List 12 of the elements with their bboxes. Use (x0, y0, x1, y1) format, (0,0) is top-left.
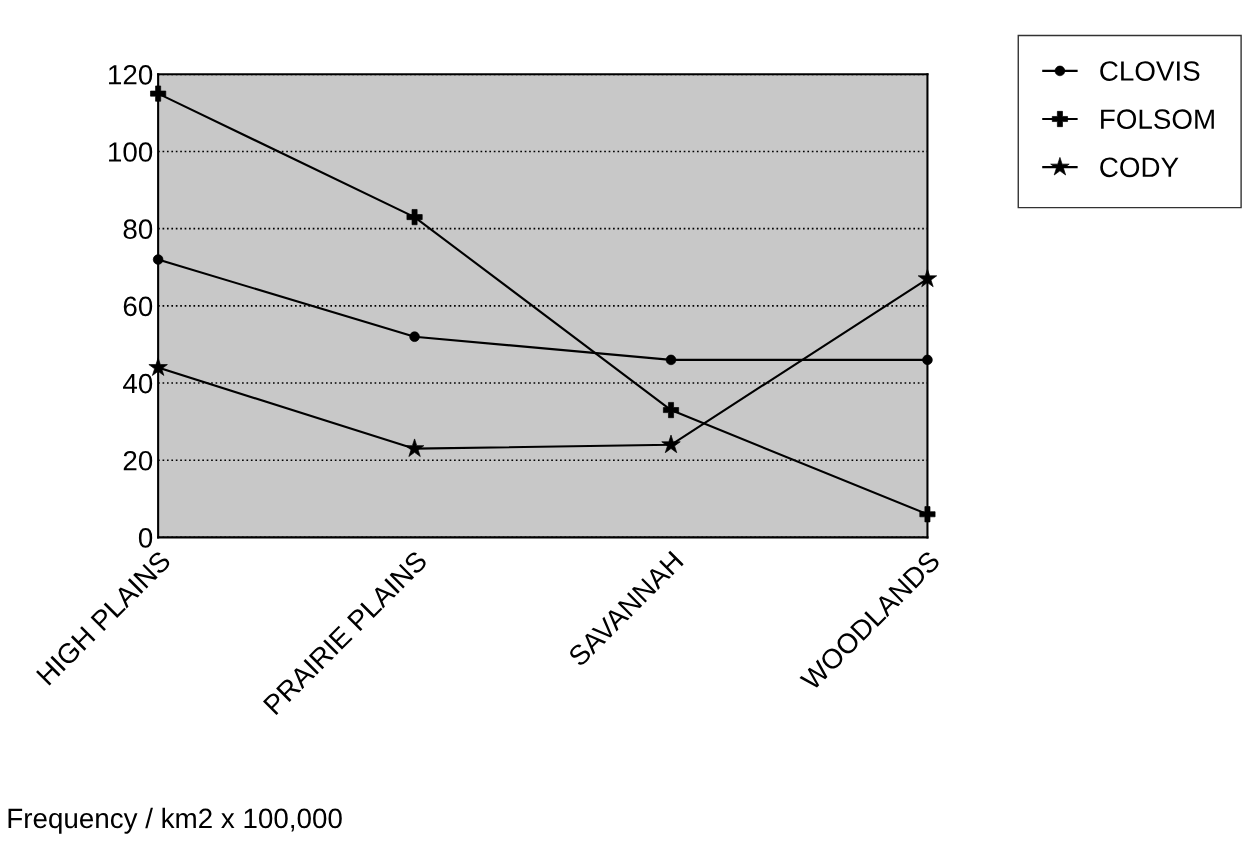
legend-label: CODY (1100, 157, 1179, 178)
y-tick-label: 100 (109, 142, 153, 162)
y-tick-label: 80 (123, 219, 153, 240)
y-tick-label: 60 (123, 296, 153, 317)
y-tick-label: 0 (138, 528, 153, 548)
legend-label: CLOVIS (1100, 61, 1200, 81)
y-tick-label: 40 (123, 373, 153, 394)
legend-label: FOLSOM (1101, 109, 1214, 130)
y-tick-label: 20 (123, 450, 153, 471)
point (663, 402, 679, 419)
text: Frequency / km2 x 100,000 (8, 807, 342, 834)
y-tick-label: 120 (109, 64, 153, 85)
